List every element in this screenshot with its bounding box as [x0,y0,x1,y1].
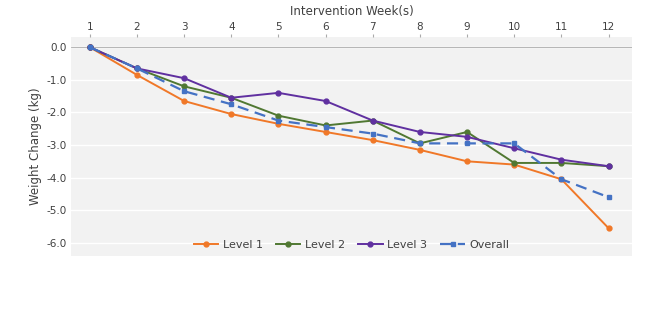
X-axis label: Intervention Week(s): Intervention Week(s) [290,5,413,18]
Y-axis label: Weight Change (kg): Weight Change (kg) [30,88,43,206]
Legend: Level 1, Level 2, Level 3, Overall: Level 1, Level 2, Level 3, Overall [189,236,514,255]
